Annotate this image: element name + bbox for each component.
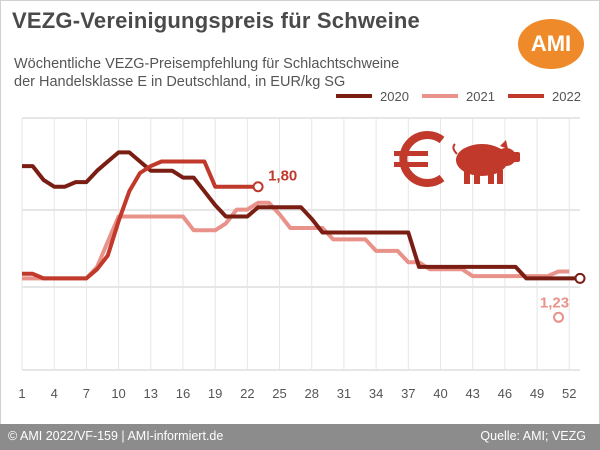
end-marker-2021 bbox=[553, 311, 565, 323]
annotation-label-2021: 1,23 bbox=[540, 294, 569, 311]
end-marker-2020 bbox=[574, 272, 586, 284]
line-chart: 1 4 7 10 13 16 19 22 25 28 31 34 37 40 43 46 49 52 1,80 1,2… bbox=[18, 89, 586, 401]
x-tick-label: 34 bbox=[369, 386, 383, 401]
series-line-2022 bbox=[22, 159, 259, 281]
x-tick-label: 37 bbox=[401, 386, 415, 401]
legend-label-2020: 2020 bbox=[380, 89, 409, 104]
x-tick-label: 22 bbox=[240, 386, 254, 401]
ami-logo: AMI bbox=[518, 19, 584, 69]
x-tick-label: 28 bbox=[304, 386, 318, 401]
x-tick-label: 46 bbox=[498, 386, 512, 401]
x-tick-label: 40 bbox=[433, 386, 447, 401]
x-tick-label: 1 bbox=[18, 386, 25, 401]
x-tick-label: 43 bbox=[465, 386, 479, 401]
legend-label-2022: 2022 bbox=[552, 89, 581, 104]
annotation-label-2022: 1,80 bbox=[268, 168, 297, 185]
footer-copyright: © AMI 2022/VF-159 | AMI-informiert.de bbox=[8, 429, 224, 443]
end-marker-2022 bbox=[252, 181, 264, 193]
legend-label-2021: 2021 bbox=[466, 89, 495, 104]
x-tick-label: 31 bbox=[337, 386, 351, 401]
chart-title: VEZG-Vereinigungspreis für Schweine bbox=[12, 8, 420, 33]
x-tick-label: 16 bbox=[176, 386, 190, 401]
euro-icon bbox=[394, 131, 445, 187]
x-tick-label: 4 bbox=[51, 386, 58, 401]
x-tick-label: 49 bbox=[530, 386, 544, 401]
x-tick-label: 13 bbox=[144, 386, 158, 401]
footer-source: Quelle: AMI; VEZG bbox=[480, 429, 586, 443]
x-tick-label: 19 bbox=[208, 386, 222, 401]
chart-subtitle: Wöchentliche VEZG-Preisempfehlung für Sc… bbox=[14, 55, 399, 91]
x-tick-label: 52 bbox=[562, 386, 576, 401]
subtitle-line-1: Wöchentliche VEZG-Preisempfehlung für Sc… bbox=[14, 56, 400, 72]
subtitle-line-2: der Handelsklasse E in Deutschland, in E… bbox=[14, 74, 346, 90]
footer-bar: © AMI 2022/VF-159 | AMI-informiert.de Qu… bbox=[0, 424, 600, 450]
series-line-2021 bbox=[22, 200, 570, 281]
pig-icon bbox=[452, 140, 520, 184]
x-tick-label: 10 bbox=[111, 386, 125, 401]
x-tick-label: 7 bbox=[83, 386, 90, 401]
x-tick-label: 25 bbox=[272, 386, 286, 401]
